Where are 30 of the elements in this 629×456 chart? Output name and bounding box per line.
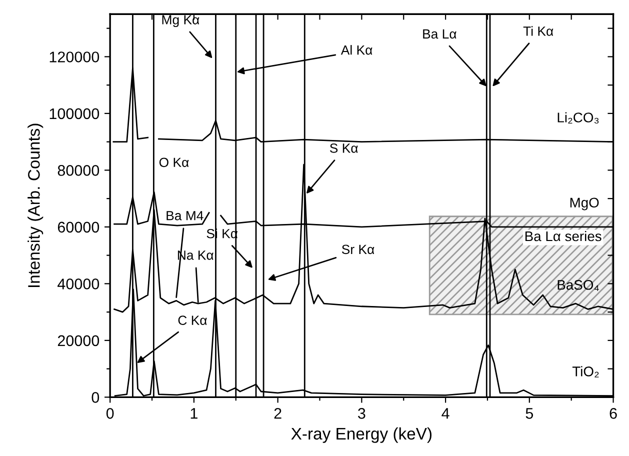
annotation: Sr Kα xyxy=(342,244,374,254)
x-tick-label: 3 xyxy=(358,408,366,419)
annotation: Ti Kα xyxy=(523,26,554,36)
legend-label: Li₂CO₃ xyxy=(558,112,599,124)
x-tick-label: 5 xyxy=(526,408,534,419)
band-label: Ba Lα series xyxy=(525,230,602,242)
y-tick-label: 100000 xyxy=(50,108,100,120)
y-tick-label: 60000 xyxy=(58,222,100,233)
legend-label: TiO₂ xyxy=(572,366,599,378)
y-tick-label: 120000 xyxy=(50,52,100,62)
annotation: Al Kα xyxy=(340,45,372,55)
x-tick-label: 4 xyxy=(442,408,450,419)
annotation: C Kα xyxy=(178,316,207,326)
y-tick-label: 0 xyxy=(92,392,100,403)
x-axis-title: X-ray Energy (keV) xyxy=(291,427,432,443)
y-tick-label: 40000 xyxy=(58,278,100,290)
annotation: O Kα xyxy=(159,158,189,168)
x-tick-label: 6 xyxy=(610,408,617,419)
legend-label: BaSO₄ xyxy=(558,280,599,291)
annotation: Ba Lα xyxy=(423,29,456,39)
y-axis-title: Intensity (Arb. Counts) xyxy=(28,124,44,288)
annotation: Ba M4 xyxy=(166,211,204,220)
x-tick-label: 2 xyxy=(274,408,282,419)
legend-label: MgO xyxy=(570,198,599,210)
annotation: Mg Kα xyxy=(162,15,200,28)
annotation: S Kα xyxy=(330,143,358,153)
y-tick-label: 80000 xyxy=(58,165,100,176)
x-tick-label: 0 xyxy=(106,408,114,419)
x-tick-label: 1 xyxy=(190,408,198,419)
y-tick-label: 20000 xyxy=(58,335,100,346)
